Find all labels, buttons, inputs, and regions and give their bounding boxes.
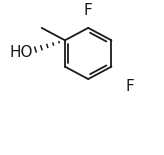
Text: F: F [126, 79, 134, 94]
Text: HO: HO [10, 45, 33, 60]
Text: F: F [84, 3, 92, 18]
